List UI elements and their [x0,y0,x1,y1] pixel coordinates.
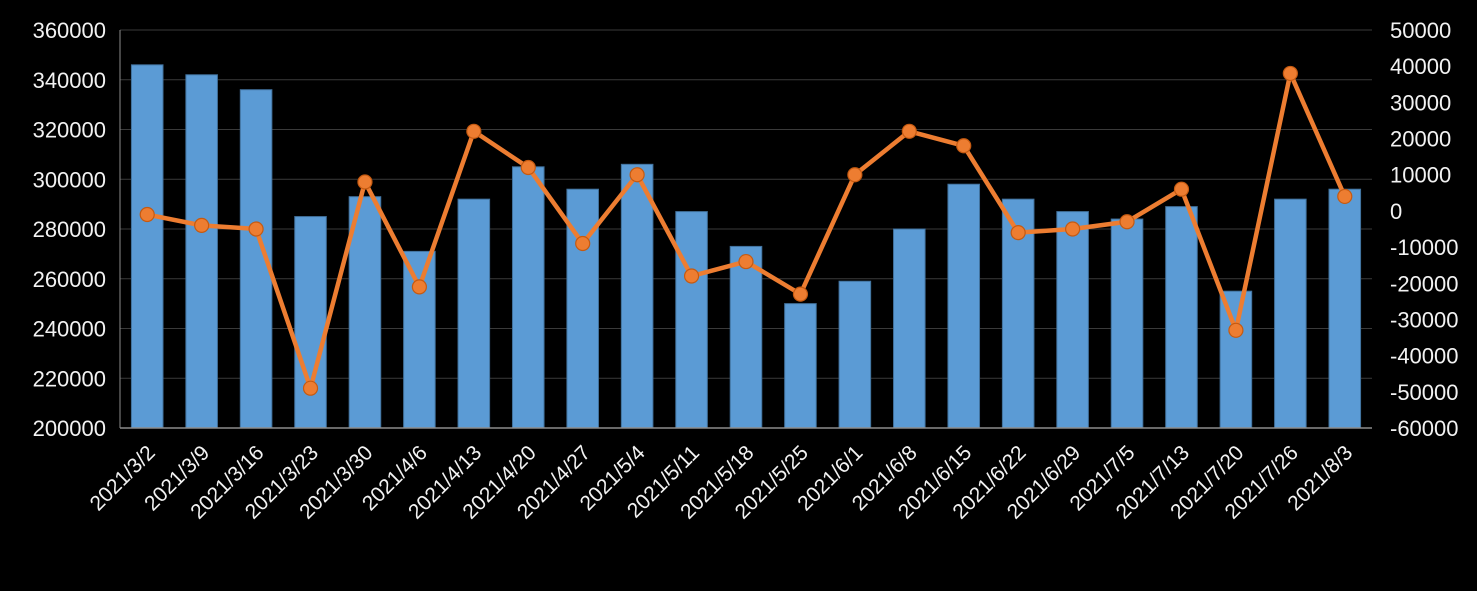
bar [1110,218,1144,429]
bar [185,74,218,429]
left-axis-tick-label: 320000 [33,118,106,143]
right-axis-tick-label: -40000 [1390,344,1459,369]
bar [1165,206,1198,429]
line-marker [683,268,700,284]
line-marker [1065,221,1081,237]
right-axis-tick-label: -50000 [1390,380,1459,405]
bar [1056,211,1089,429]
left-axis-tick-label: 200000 [33,416,106,441]
line-marker [629,167,645,183]
line-marker [1337,188,1353,205]
left-axis-tick-label: 260000 [33,267,106,292]
line-marker [1173,181,1190,197]
left-axis-tick-label: 300000 [33,167,106,192]
bar [1001,198,1035,429]
line-marker [139,206,155,223]
right-axis-tick-label: -30000 [1390,307,1459,332]
bar [893,228,926,429]
left-axis-tick-label: 220000 [33,366,106,391]
line-marker [302,380,319,396]
left-axis-tick-label: 340000 [33,68,106,93]
line-marker [1282,65,1298,82]
bar [511,166,545,429]
line-marker [466,123,482,139]
line-marker [1119,214,1135,230]
line-marker [738,253,754,270]
bar [729,245,763,429]
bar [1328,188,1362,429]
line-marker [248,221,264,237]
right-axis-tick-label: 30000 [1390,90,1451,115]
bar [130,64,164,429]
bar [1274,198,1307,429]
left-axis-tick-label: 240000 [33,317,106,342]
right-axis-tick-label: -60000 [1390,416,1459,441]
bar [620,163,654,429]
line-marker [411,279,427,295]
right-axis-tick-label: -20000 [1390,271,1459,296]
right-axis-tick-label: 50000 [1390,18,1451,43]
bar [1219,290,1253,429]
line-marker [357,174,373,190]
line-marker [194,217,210,233]
right-axis-tick-label: 0 [1390,199,1402,224]
bar [294,216,327,429]
bar [403,250,436,429]
line-marker [575,235,591,252]
left-axis-tick-label: 280000 [33,217,106,242]
line-marker [1228,322,1244,338]
bar [784,303,817,429]
line-marker [1010,225,1026,241]
bar [838,280,872,429]
right-axis-tick-label: -10000 [1390,235,1459,260]
bar [457,198,491,429]
line-marker [901,123,917,139]
bar [947,183,981,429]
line-marker [520,159,536,176]
right-axis-tick-label: 40000 [1390,54,1451,79]
line-marker [956,138,972,154]
line-marker [847,167,863,183]
right-axis-tick-label: 10000 [1390,163,1451,188]
bar [675,211,708,429]
line-marker [792,286,809,302]
right-axis-tick-label: 20000 [1390,127,1451,152]
left-axis-tick-label: 360000 [33,18,106,43]
